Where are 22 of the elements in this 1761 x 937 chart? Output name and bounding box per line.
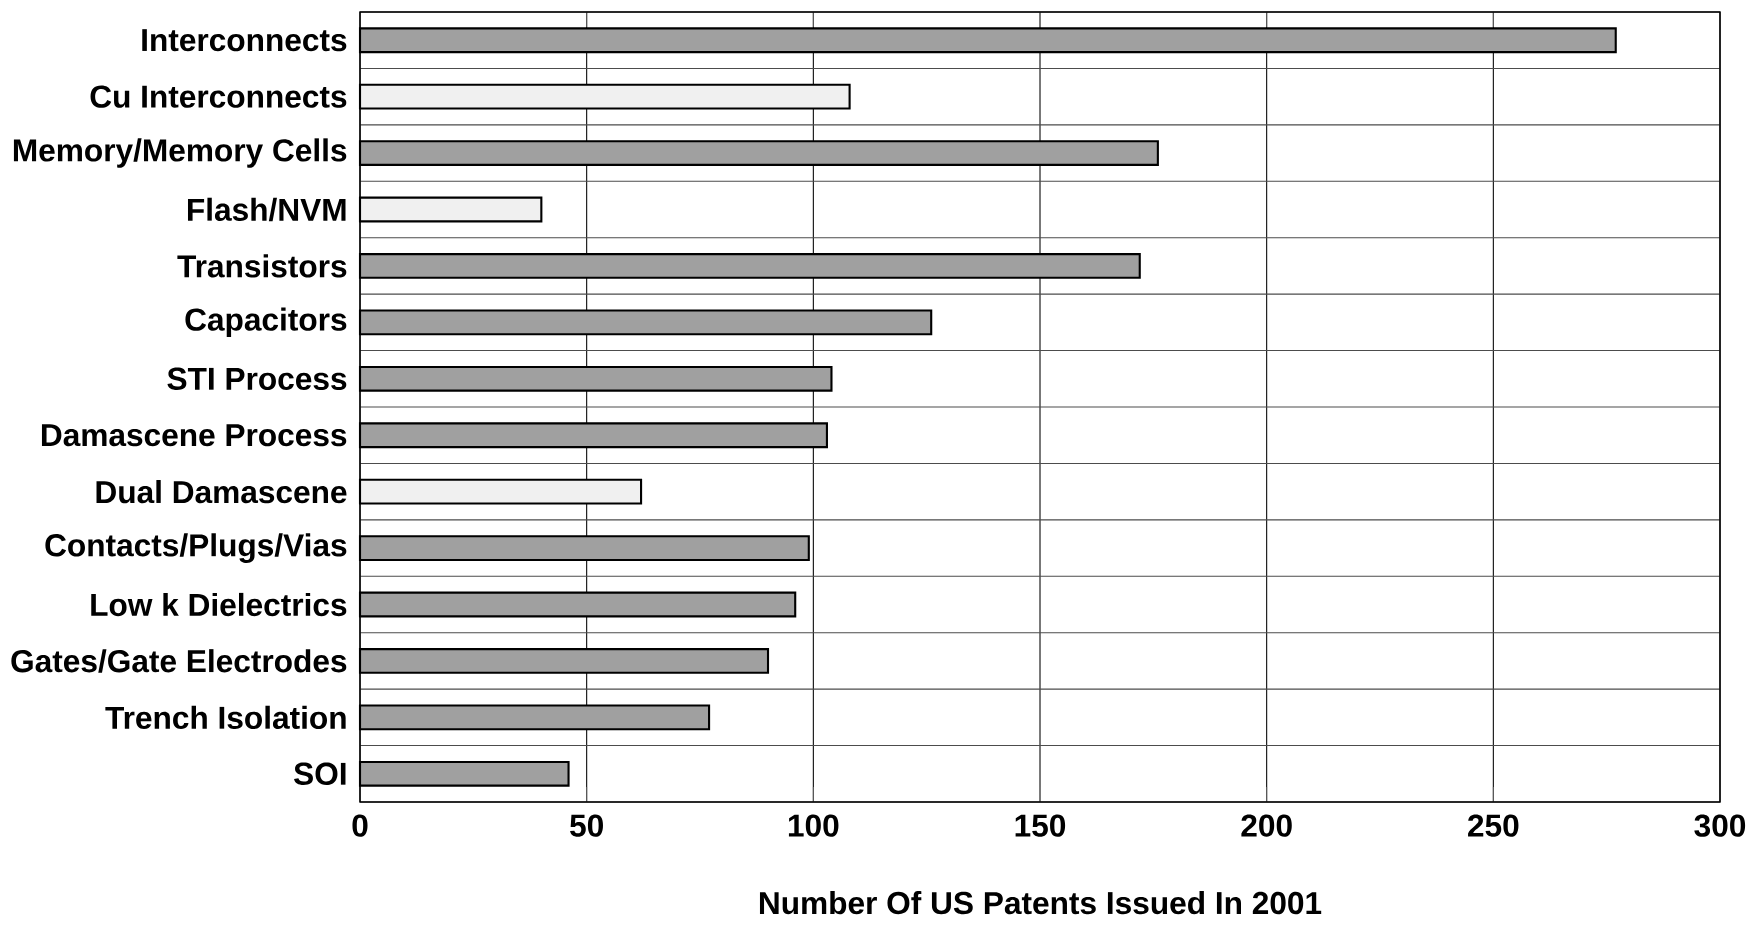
y-tick-label: STI Process [167,367,347,391]
y-tick-label: Damascene Process [41,424,347,447]
y-tick-label: Transistors [177,254,347,278]
y-tick-label: Trench Isolation [105,705,346,729]
x-tick-label: 200 [1241,814,1292,837]
x-tick-label: 100 [788,814,839,837]
y-tick-label: Memory/Memory Cells [13,138,347,168]
y-tick-label: Low k Dielectrics [91,592,347,617]
y-tick-label: Interconnects [142,29,347,52]
y-tick-label: Contacts/Plugs/Vias [45,533,347,563]
x-tick-label: 0 [352,814,368,837]
y-tick-label: SOI [294,762,346,786]
x-axis-title: Number Of US Patents Issued In 2001 [759,890,1322,915]
y-tick-label: Gates/Gate Electrodes [11,649,347,673]
x-tick-label: 250 [1468,814,1519,837]
x-tick-label: 50 [570,814,603,837]
y-tick-label: Cu Interconnects [90,85,347,108]
y-tick-label: Flash/NVM [187,197,346,222]
x-tick-label: 300 [1694,814,1746,837]
y-tick-label: Dual Damascene [96,480,347,504]
y-tick-label: Capacitors [185,307,347,338]
x-tick-label: 150 [1015,814,1066,837]
